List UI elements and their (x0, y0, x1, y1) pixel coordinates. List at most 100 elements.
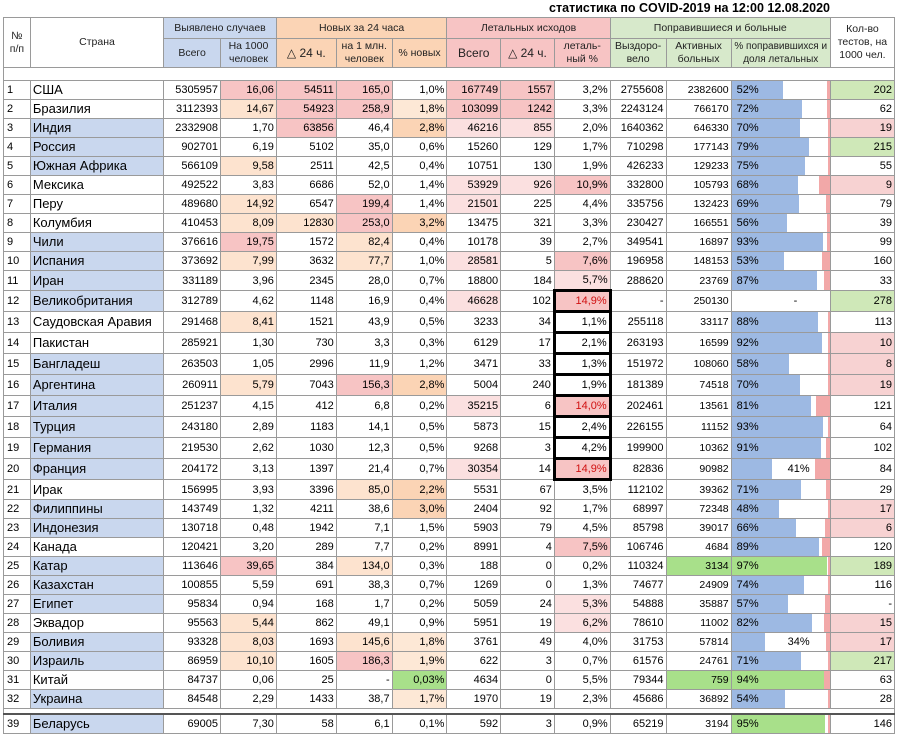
active-count: 2382600 (665, 80, 732, 100)
stats-table: № п/п Страна Выявлено случаев Новых за 2… (3, 17, 896, 734)
deaths-new: 49 (500, 632, 555, 652)
header-detected: Выявлено случаев (163, 17, 277, 39)
new-cases: 5102 (275, 137, 337, 157)
new-percent: 0,3% (391, 332, 448, 354)
tests-per1000: 113 (829, 311, 896, 333)
new-per-million: 7,7 (335, 537, 393, 557)
table-row: 20 Франция 204172 3,13 1397 21,4 0,7% 30354 14 14… (3, 457, 896, 481)
recovered-bar-fill (732, 633, 766, 651)
new-percent: 2,8% (391, 118, 448, 138)
country-name: Индия (29, 118, 165, 138)
new-percent: 3,2% (391, 213, 448, 233)
recovered-count: 2243124 (609, 99, 667, 119)
recovered-count: 288620 (609, 270, 667, 291)
deaths-new: 129 (500, 137, 555, 157)
new-per-million: 134,0 (335, 556, 393, 576)
active-count: 3194 (665, 713, 732, 734)
tests-per1000: 116 (829, 575, 896, 595)
lethal-percent: 4,4% (553, 194, 611, 214)
new-cases: 6686 (275, 175, 337, 195)
row-number: 8 (3, 213, 31, 233)
tests-per1000: 63 (829, 670, 896, 690)
deaths-total: 5903 (446, 518, 502, 538)
recovered-percent-bar: 93% (730, 232, 831, 252)
new-percent: 0,5% (391, 437, 448, 459)
active-count: 11152 (665, 416, 732, 438)
new-cases: 7043 (275, 374, 337, 396)
recovered-percent-value: 87% (736, 274, 759, 287)
active-count: 16897 (665, 232, 732, 252)
recovered-bar-fill (732, 157, 806, 175)
active-count: 646330 (665, 118, 732, 138)
new-cases: 3396 (275, 479, 337, 500)
recovered-percent-value: 92% (736, 337, 759, 349)
tests-per1000: 17 (829, 499, 896, 519)
recovered-percent-value: 41% (787, 463, 810, 475)
deaths-new: 184 (500, 270, 555, 291)
deaths-total: 1269 (446, 575, 502, 595)
new-cases: 1942 (275, 518, 337, 538)
lethal-percent: 3,3% (553, 99, 611, 119)
country-name: Франция (29, 458, 165, 480)
recovered-bar-fill (732, 438, 821, 458)
row-number: 15 (3, 353, 31, 375)
recovered-bar-fill (732, 214, 787, 232)
recovered-percent-value: 88% (736, 316, 759, 328)
tests-per1000: 79 (829, 194, 896, 214)
recovered-count: 263193 (609, 332, 667, 354)
recovered-percent-value: 34% (787, 636, 810, 648)
deaths-total: 8991 (446, 537, 502, 557)
lethal-share-bar (824, 671, 830, 689)
active-count: 39017 (665, 518, 732, 538)
new-percent: 0,7% (391, 458, 448, 480)
lethal-percent: 3,3% (553, 213, 611, 233)
table-row: 4 Россия 902701 6,19 5102 35,0 0,6% 15260 129 1,7… (3, 137, 896, 157)
recovered-count: 45686 (609, 689, 667, 709)
new-cases: 3632 (275, 251, 337, 271)
lethal-share-bar (823, 614, 830, 632)
cases-total: 3112393 (163, 99, 222, 119)
new-percent: 0,4% (391, 290, 448, 312)
table-row: 14 Пакистан 285921 1,30 730 3,3 0,3% 6129 17 2,1%… (3, 331, 896, 355)
cases-total: 130718 (163, 518, 222, 538)
new-percent: 1,9% (391, 651, 448, 671)
header-deaths: Летальных исходов (446, 17, 611, 39)
lethal-percent: 5,5% (553, 670, 611, 690)
lethal-percent: 10,9% (553, 175, 611, 195)
lethal-share-bar (827, 652, 830, 670)
deaths-new: 92 (500, 499, 555, 519)
active-count: 57814 (665, 632, 732, 652)
new-per-million: 253,0 (335, 213, 393, 233)
table-row: 8 Колумбия 410453 8,09 12830 253,0 3,2% 13475 32… (3, 213, 896, 233)
new-cases: 54923 (275, 99, 337, 119)
cases-per1000: 3,96 (220, 270, 277, 291)
recovered-count: 199900 (609, 437, 667, 459)
cases-per1000: 1,32 (220, 499, 277, 519)
lethal-share-bar (825, 195, 830, 213)
active-count: 108060 (665, 353, 732, 375)
new-per-million: 38,6 (335, 499, 393, 519)
deaths-new: 67 (500, 479, 555, 500)
recovered-percent-value: 68% (736, 179, 759, 191)
cases-per1000: 1,30 (220, 332, 277, 354)
active-count: 132423 (665, 194, 732, 214)
recovered-percent-bar: 34% (730, 632, 831, 652)
new-percent: 0,4% (391, 232, 448, 252)
table-row: 24 Канада 120421 3,20 289 7,7 0,2% 8991 4 7,5% 106… (3, 537, 896, 557)
country-name: Израиль (29, 651, 165, 671)
recovered-percent-bar: 75% (730, 156, 831, 176)
new-cases: 168 (275, 594, 337, 614)
new-percent: 3,0% (391, 499, 448, 519)
row-number: 17 (3, 395, 31, 417)
recovered-bar-fill (732, 312, 819, 332)
recovered-percent-bar: 88% (730, 311, 831, 333)
lethal-percent: 0,2% (553, 556, 611, 576)
country-name: Китай (29, 670, 165, 690)
recovered-bar-fill (732, 195, 800, 213)
sheet-title: статистика по COVID-2019 на 12:00 12.08.… (549, 1, 830, 15)
lethal-percent: 14,9% (552, 289, 612, 313)
recovered-percent-value: 74% (736, 579, 759, 591)
recovered-percent-value: 71% (736, 483, 759, 496)
recovered-percent-value: 97% (736, 560, 759, 572)
lethal-percent: 1,7% (553, 137, 611, 157)
